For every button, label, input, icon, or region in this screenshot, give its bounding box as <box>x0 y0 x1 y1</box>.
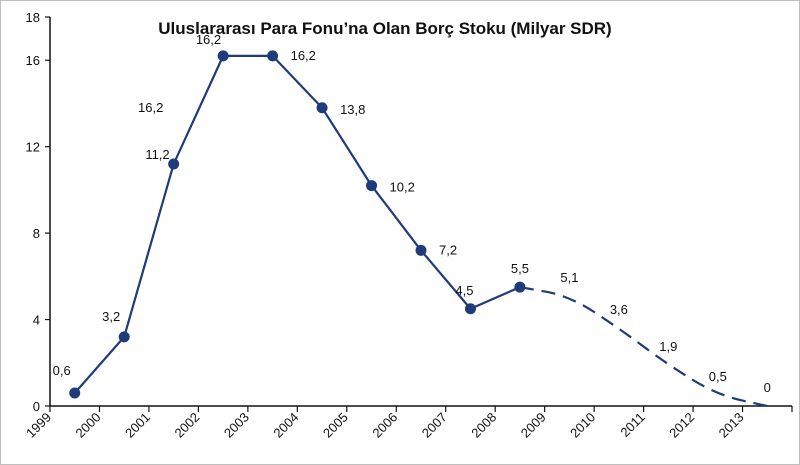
data-label-actual-8: 4,5 <box>455 283 473 298</box>
series-lines <box>73 54 768 408</box>
data-point-2002 <box>217 50 229 62</box>
series-markers <box>69 50 526 399</box>
data-label-actual-1: 3,2 <box>102 309 120 324</box>
data-label-projected-1: 5,1 <box>560 270 578 285</box>
data-label-actual-3: 16,2 <box>196 32 221 47</box>
data-label-actual-0: 0,6 <box>53 363 71 378</box>
series-line-dashed <box>519 286 768 408</box>
data-point-2001 <box>168 158 180 170</box>
data-label-projected-2: 3,6 <box>610 302 628 317</box>
data-point-2005 <box>366 180 378 192</box>
data-point-2006 <box>415 244 427 256</box>
data-label-actual-9: 5,5 <box>511 261 529 276</box>
y-tick-label-16: 16 <box>26 53 40 68</box>
data-label-actual-6: 10,2 <box>390 180 415 195</box>
data-point-2003 <box>267 50 279 62</box>
series-line-solid <box>73 54 521 394</box>
data-label-actual-5: 13,8 <box>340 102 365 117</box>
data-point-2007 <box>464 303 476 315</box>
data-label-projected-5: 0 <box>764 380 771 395</box>
data-label-actual-4: 16,2 <box>291 48 316 63</box>
data-labels: 0,6 3,2 11,2 16,2 16,2 13,8 10,2 7,2 4,5 5,5 5,1 3,… <box>53 32 771 395</box>
data-label-projected-4: 0,5 <box>709 369 727 384</box>
data-point-1999 <box>69 387 81 399</box>
y-tick-label-0: 0 <box>33 399 40 414</box>
y-tick-label-12: 12 <box>26 140 40 155</box>
data-point-2000 <box>118 331 130 343</box>
data-label-actual-7: 7,2 <box>439 242 457 257</box>
data-label-projected-3: 1,9 <box>659 339 677 354</box>
data-label-actual-2: 11,2 <box>145 147 169 162</box>
annotation-0: 16,2 <box>138 100 163 115</box>
y-tick-label-8: 8 <box>33 226 40 241</box>
chart-title: Uluslararası Para Fonu’na Olan Borç Stok… <box>158 19 611 38</box>
data-point-2008 <box>514 281 526 293</box>
y-tick-label-18: 18 <box>26 10 40 25</box>
data-point-2004 <box>316 102 328 114</box>
y-tick-label-4: 4 <box>33 313 40 328</box>
